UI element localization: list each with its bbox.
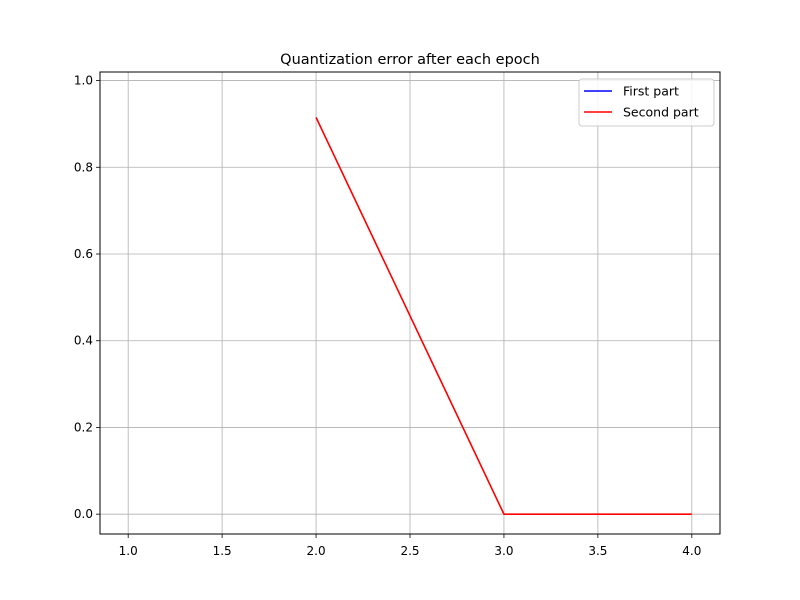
legend-label: Second part [623, 105, 699, 120]
y-tick-label: 1.0 [74, 74, 93, 88]
grid [100, 72, 720, 534]
chart-title: Quantization error after each epoch [280, 52, 540, 68]
x-tick-label: 3.0 [494, 544, 513, 558]
x-tick-label: 2.0 [307, 544, 326, 558]
x-tick-label: 1.5 [213, 544, 232, 558]
x-tick-label: 2.5 [400, 544, 419, 558]
y-tick-label: 0.4 [74, 334, 93, 348]
y-tick-label: 0.6 [74, 247, 93, 261]
x-axis: 1.0 1.5 2.0 2.5 3.0 3.5 4.0 [119, 534, 701, 558]
legend: First part Second part [578, 78, 715, 127]
y-axis: 0.0 0.2 0.4 0.6 0.8 1.0 [74, 74, 100, 521]
series-line-second-part [315, 117, 692, 515]
legend-label: First part [623, 84, 679, 99]
x-tick-label: 3.5 [588, 544, 607, 558]
y-tick-label: 0.2 [74, 420, 93, 434]
x-tick-label: 4.0 [682, 544, 701, 558]
legend-box [578, 78, 715, 127]
series-lines [315, 117, 692, 515]
y-tick-label: 0.8 [74, 160, 93, 174]
y-tick-label: 0.0 [74, 507, 93, 521]
x-tick-label: 1.0 [119, 544, 138, 558]
